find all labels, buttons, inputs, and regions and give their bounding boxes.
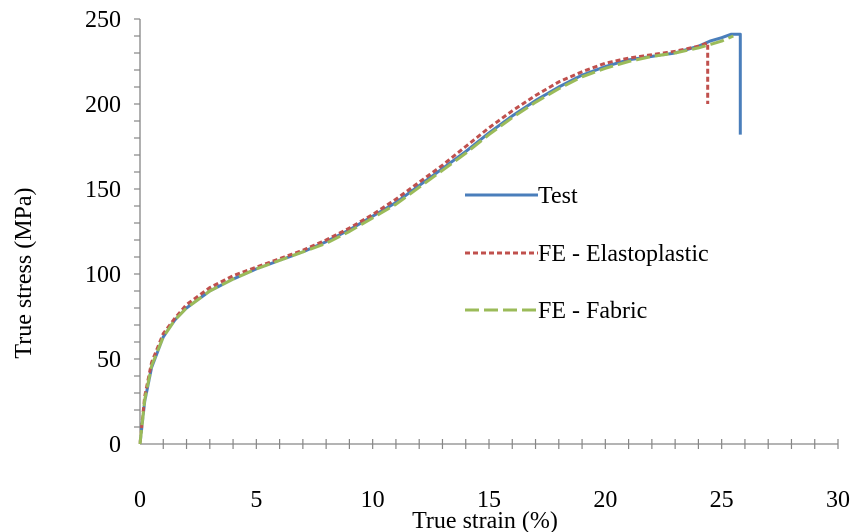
- y-tick-label: 150: [85, 177, 121, 203]
- y-tick-label: 250: [85, 7, 121, 33]
- x-tick-label: 30: [826, 487, 850, 513]
- x-tick-label: 0: [134, 487, 146, 513]
- x-ticks: 0 5 10 15 20 25 30: [134, 439, 850, 513]
- y-tick-label: 200: [85, 92, 121, 118]
- y-axis-title: True stress (MPa): [11, 187, 37, 358]
- series-layer: [138, 32, 742, 445]
- series-line-fe-fabric: [138, 34, 734, 445]
- axes: [139, 19, 838, 445]
- x-tick-label: 10: [361, 487, 385, 513]
- legend-label-test: Test: [538, 183, 578, 209]
- x-tick-label: 25: [710, 487, 734, 513]
- series-line-fe-elastoplastic: [138, 41, 710, 445]
- x-tick-label: 5: [250, 487, 262, 513]
- y-tick-label: 50: [97, 347, 121, 373]
- y-tick-label: 0: [109, 432, 121, 458]
- legend-label-fe-fabric: FE - Fabric: [538, 298, 647, 324]
- x-tick-label: 20: [593, 487, 617, 513]
- x-axis-title: True strain (%): [412, 508, 558, 532]
- series-line-test: [138, 32, 742, 445]
- x-tick-label: 15: [477, 487, 501, 513]
- legend-label-fe-elastoplastic: FE - Elastoplastic: [538, 241, 709, 267]
- legend: Test FE - Elastoplastic FE - Fabric: [465, 183, 709, 324]
- y-tick-label: 100: [85, 262, 121, 288]
- y-ticks: 0 50 100 150 200 250: [85, 7, 140, 458]
